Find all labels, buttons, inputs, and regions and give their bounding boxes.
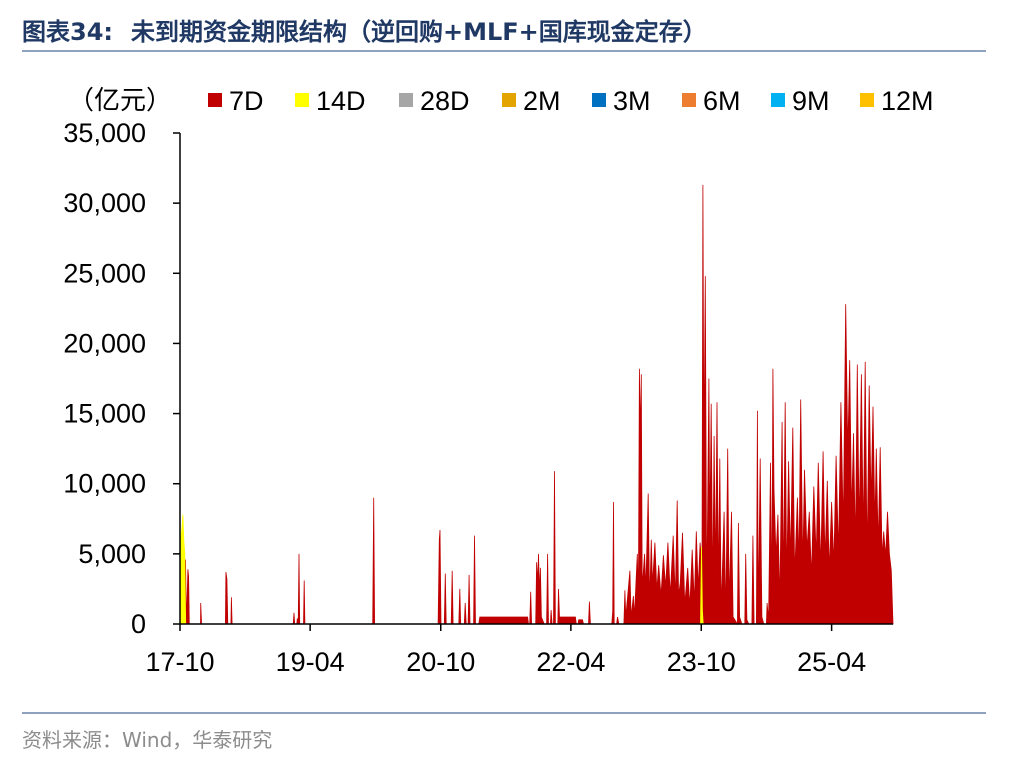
y-tick-label: 15,000 xyxy=(63,399,146,429)
y-tick-label: 25,000 xyxy=(63,258,146,288)
legend-swatch-3m xyxy=(592,93,606,107)
chart-axes: 0 5,000 10,000 15,000 20,000 25,000 30,000 35,0… xyxy=(63,118,893,677)
figure-title: 图表34: 未到期资金期限结构（逆回购+MLF+国库现金定存） xyxy=(22,12,707,47)
legend-swatch-9m xyxy=(771,93,785,107)
source-note: 资料来源：Wind，华泰研究 xyxy=(22,728,273,752)
y-tick-label: 35,000 xyxy=(63,118,146,148)
y-tick-label: 30,000 xyxy=(63,188,146,218)
legend-swatch-28d xyxy=(399,93,413,107)
legend-swatch-2m xyxy=(502,93,516,107)
maturity-structure-chart: （亿元） 7D 14D 28D 2M 3M 6M 9M 12M 0 5,000 10,000 15,… xyxy=(63,86,934,677)
figure-label: 图表34: xyxy=(22,18,113,46)
legend-label-12m: 12M xyxy=(881,86,934,116)
series-area-7d xyxy=(179,184,894,626)
legend-label-2m: 2M xyxy=(523,86,561,116)
legend-label-7d: 7D xyxy=(229,86,264,116)
series-area-14d xyxy=(179,514,704,625)
legend-label-3m: 3M xyxy=(613,86,651,116)
x-tick-label: 22-04 xyxy=(536,647,605,677)
legend-swatch-14d xyxy=(295,93,309,107)
title-divider xyxy=(22,50,986,52)
x-tick-label: 23-10 xyxy=(667,647,736,677)
y-unit-label: （亿元） xyxy=(68,86,172,116)
y-tick-label: 10,000 xyxy=(63,469,146,499)
x-tick-label: 25-04 xyxy=(797,647,866,677)
legend-label-9m: 9M xyxy=(792,86,830,116)
legend-label-28d: 28D xyxy=(420,86,470,116)
legend-swatch-12m xyxy=(860,93,874,107)
legend-swatch-7d xyxy=(208,93,222,107)
y-tick-label: 20,000 xyxy=(63,328,146,358)
legend-label-6m: 6M xyxy=(703,86,741,116)
y-tick-label: 0 xyxy=(131,609,146,639)
x-tick-label: 20-10 xyxy=(406,647,475,677)
figure-title-text: 未到期资金期限结构（逆回购+MLF+国库现金定存） xyxy=(131,18,707,46)
legend-label-14d: 14D xyxy=(316,86,366,116)
legend-swatch-6m xyxy=(682,93,696,107)
source-divider xyxy=(22,712,986,714)
x-tick-label: 19-04 xyxy=(276,647,345,677)
y-tick-label: 5,000 xyxy=(78,539,146,569)
chart-legend: 7D 14D 28D 2M 3M 6M 9M 12M xyxy=(208,86,934,116)
chart-areas xyxy=(179,184,894,626)
x-tick-label: 17-10 xyxy=(145,647,214,677)
